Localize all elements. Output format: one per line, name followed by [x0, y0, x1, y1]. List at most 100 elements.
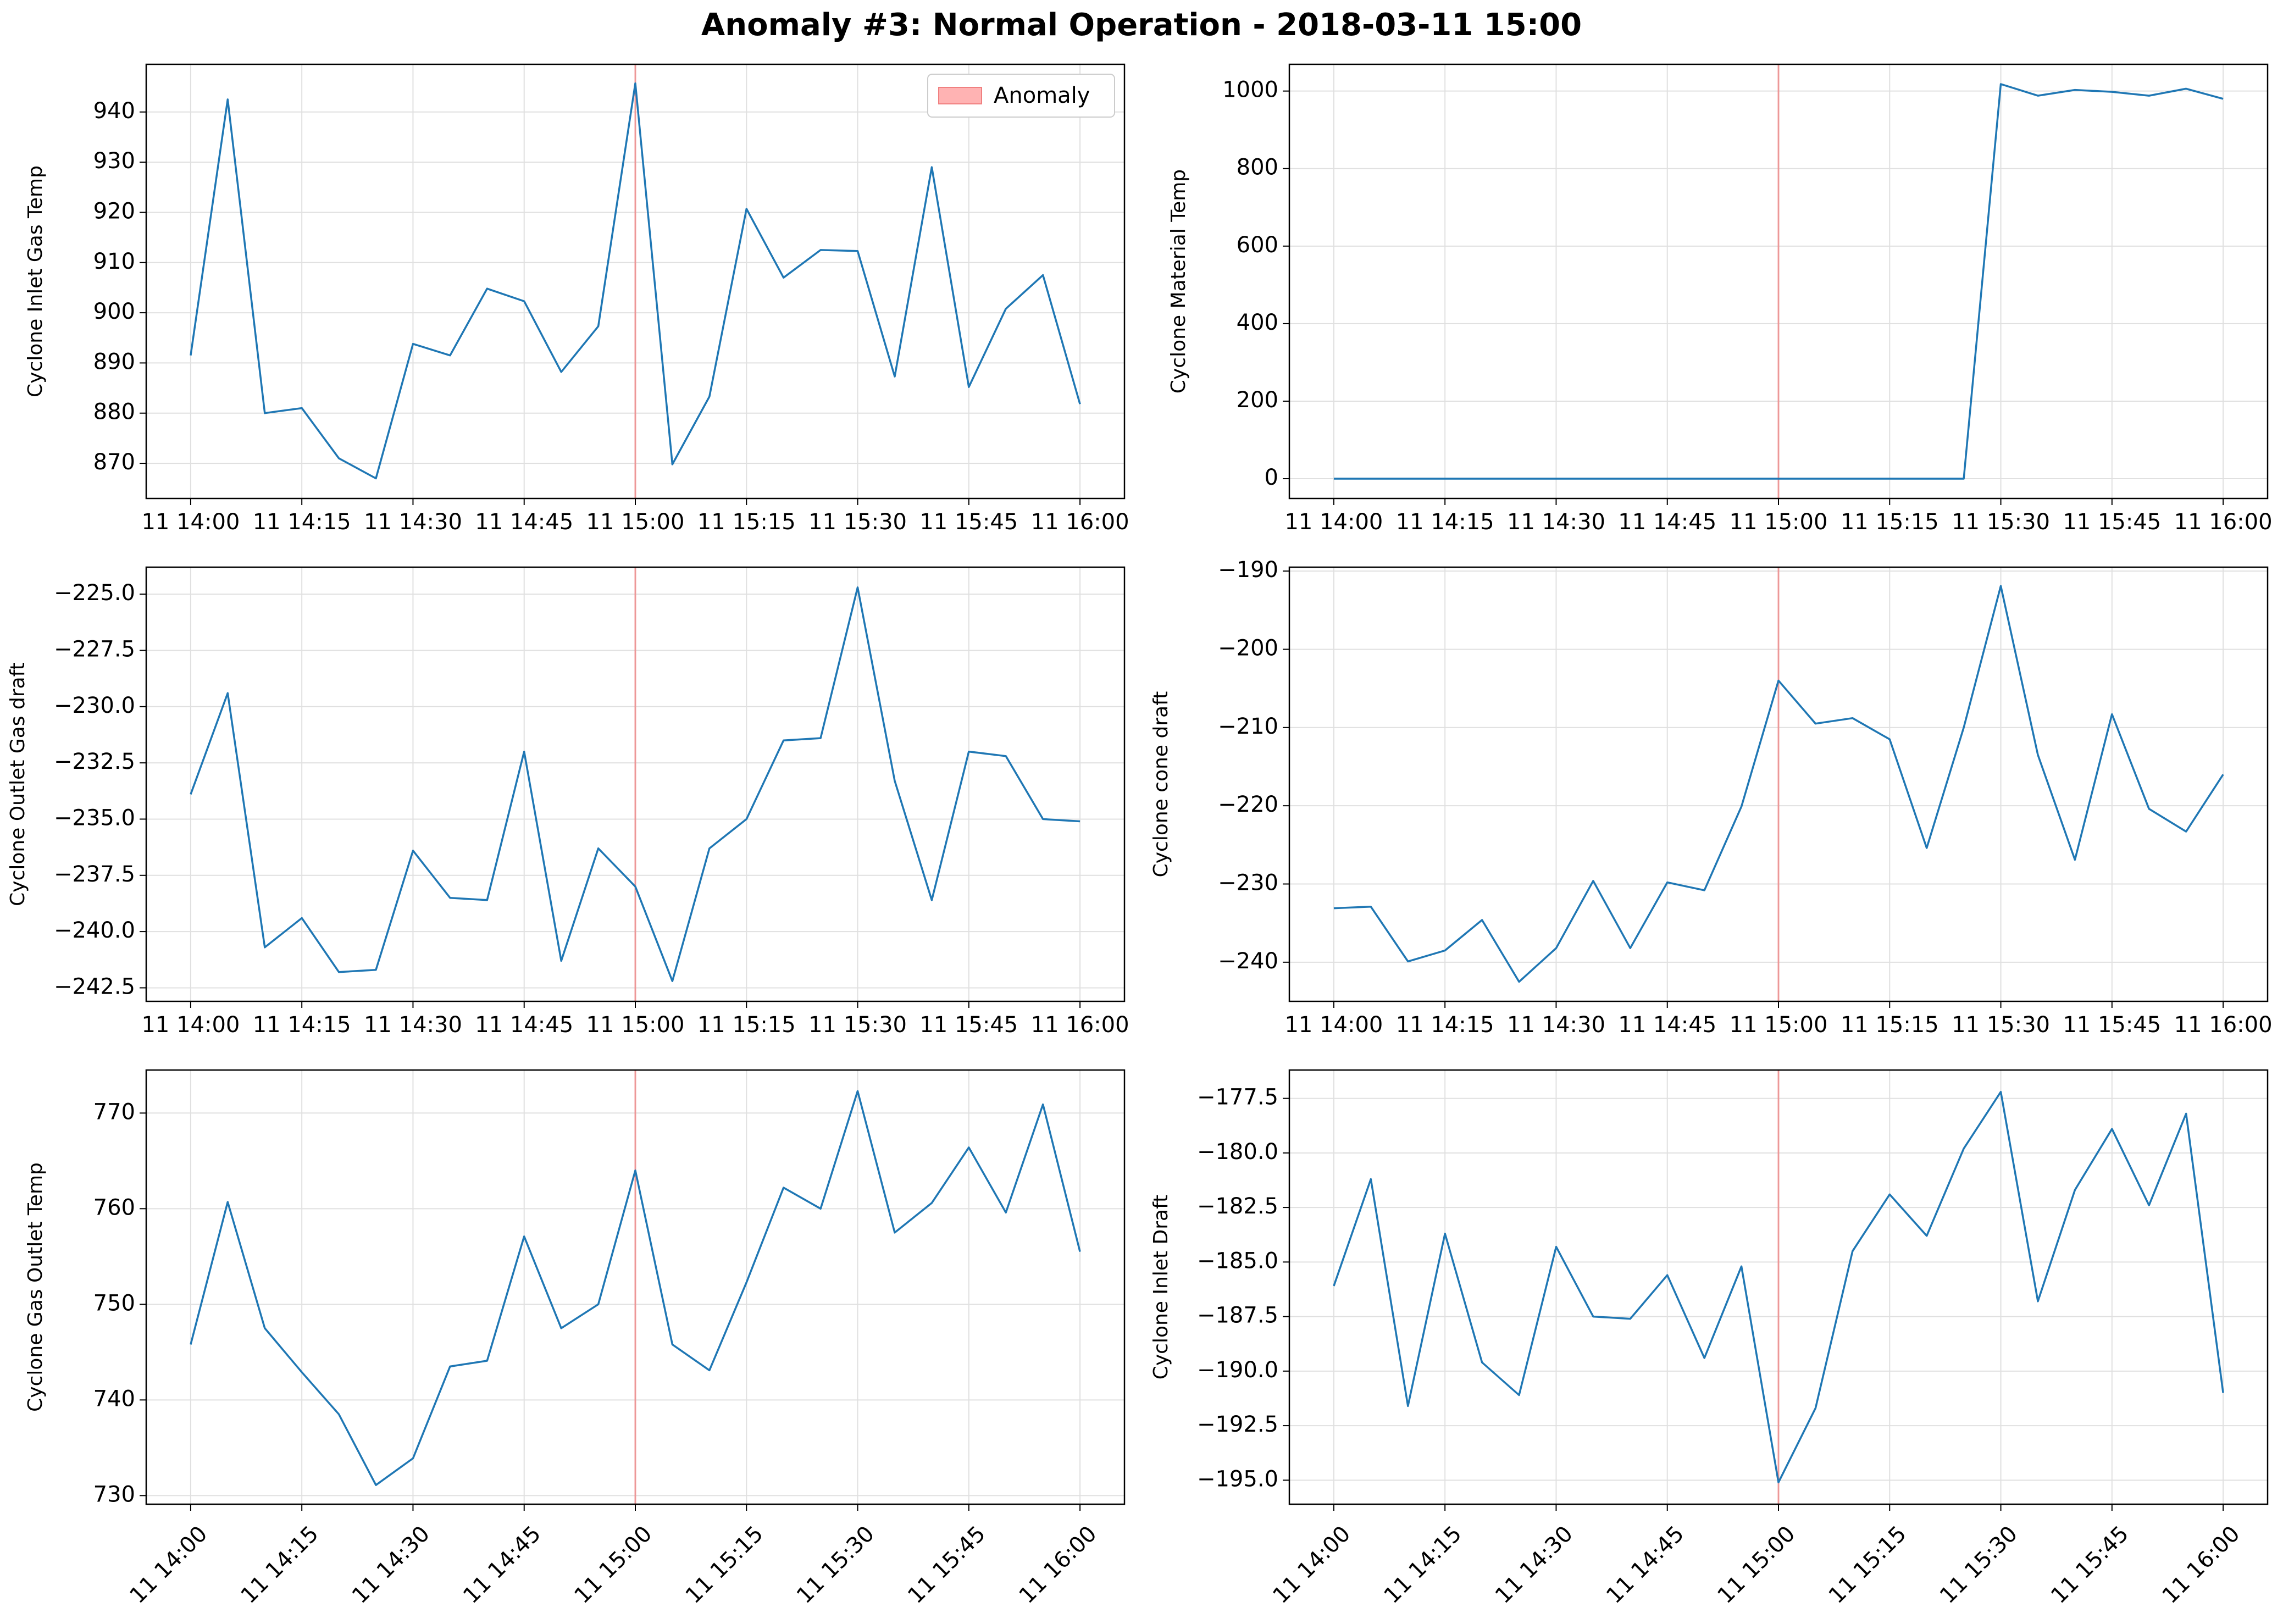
- plot-frame: [1288, 566, 2269, 1002]
- legend-box: [927, 74, 1115, 118]
- y-tick-label: 200: [1237, 387, 1278, 413]
- legend-swatch: [938, 87, 982, 104]
- y-tick-label: 740: [93, 1386, 135, 1411]
- x-tick-label: 11 14:15: [253, 509, 351, 535]
- y-tick-label: 1000: [1222, 77, 1278, 103]
- series-line: [190, 82, 1081, 480]
- chart-panel: 11 14:00 11 14:15 11 14:30 11 14:45 11 15:00…: [24, 63, 1129, 535]
- x-tick-label: 11 15:30: [792, 1521, 879, 1609]
- y-tick-label: −227.5: [54, 636, 135, 662]
- x-tick-label: 11 15:30: [1935, 1521, 2022, 1609]
- x-tick-label: 11 15:45: [2046, 1521, 2134, 1609]
- x-tick-label: 11 14:45: [1618, 1012, 1716, 1038]
- y-axis-label: Cyclone Outlet Gas draft: [7, 662, 29, 906]
- x-tick-label: 11 14:00: [141, 509, 240, 535]
- x-tick-label: 11 14:00: [1284, 509, 1383, 535]
- x-tick-label: 11 16:00: [1031, 509, 1129, 535]
- legend-label: Anomaly: [994, 83, 1090, 108]
- y-tick-label: 750: [93, 1290, 135, 1316]
- x-tick-label: 11 15:30: [1952, 509, 2050, 535]
- x-tick-label: 11 15:15: [681, 1521, 768, 1609]
- x-tick-label: 11 14:15: [1396, 1012, 1494, 1038]
- y-tick-label: −240.0: [54, 918, 135, 943]
- y-tick-label: 770: [93, 1099, 135, 1124]
- x-tick-label: 11 14:45: [1618, 509, 1716, 535]
- y-tick-label: 940: [93, 98, 135, 124]
- chart-panel: 11 14:00 11 14:15 11 14:30 11 14:45 11 15:00…: [1167, 63, 2273, 535]
- x-tick-label: 11 14:30: [1507, 509, 1605, 535]
- figure-title: Anomaly #3: Normal Operation - 2018-03-1…: [701, 7, 1582, 43]
- y-axis-label: Cyclone Inlet Draft: [1150, 1195, 1172, 1380]
- chart-panel: 11 14:00 11 14:15 11 14:30 11 14:45 11 15:00…: [7, 566, 1129, 1038]
- x-tick-label: 11 14:00: [1284, 1012, 1383, 1038]
- plot-frame: [145, 1069, 1126, 1505]
- x-tick-label: 11 14:00: [1268, 1521, 1355, 1609]
- y-tick-label: 400: [1237, 310, 1278, 335]
- series-line: [1333, 83, 2224, 480]
- plot-frame: [145, 63, 1126, 500]
- y-tick-label: −240: [1218, 949, 1278, 974]
- legend: Anomaly: [927, 74, 1115, 118]
- x-tick-label: 11 16:00: [1031, 1012, 1129, 1038]
- y-tick-label: −195.0: [1197, 1466, 1278, 1492]
- y-axis-label: Cyclone cone draft: [1150, 691, 1172, 878]
- y-tick-label: −182.5: [1197, 1194, 1278, 1219]
- y-tick-label: 600: [1237, 232, 1278, 258]
- x-tick-label: 11 14:30: [1507, 1012, 1605, 1038]
- y-tick-label: 890: [93, 349, 135, 374]
- plot-frame: [1288, 1069, 2269, 1505]
- y-tick-label: 910: [93, 249, 135, 274]
- x-tick-label: 11 16:00: [2158, 1521, 2245, 1609]
- y-tick-label: 760: [93, 1195, 135, 1220]
- y-tick-label: −220: [1218, 792, 1278, 817]
- x-tick-label: 11 15:15: [1841, 509, 1939, 535]
- x-tick-label: 11 15:00: [1730, 1012, 1828, 1038]
- chart-panel: 11 14:00 11 14:15 11 14:30 11 14:45 11 15:00…: [24, 1069, 1126, 1609]
- x-tick-label: 11 15:00: [1713, 1521, 1800, 1609]
- series-line: [1333, 1090, 2224, 1484]
- y-tick-label: 930: [93, 148, 135, 174]
- x-tick-label: 11 15:45: [2063, 509, 2161, 535]
- y-tick-label: −225.0: [54, 580, 135, 606]
- y-tick-label: −185.0: [1197, 1248, 1278, 1273]
- x-tick-label: 11 15:45: [2063, 1012, 2161, 1038]
- y-tick-label: −200: [1218, 635, 1278, 661]
- y-tick-label: −235.0: [54, 805, 135, 830]
- y-tick-label: −230.0: [54, 693, 135, 718]
- x-tick-label: 11 15:15: [1824, 1521, 1911, 1609]
- series-line: [190, 586, 1080, 982]
- x-tick-label: 11 15:30: [808, 509, 907, 535]
- y-tick-label: −190: [1218, 557, 1278, 583]
- y-tick-label: −237.5: [54, 862, 135, 887]
- plot-frame: [145, 566, 1126, 1002]
- y-axis-label: Cyclone Inlet Gas Temp: [24, 165, 47, 397]
- y-tick-label: 870: [93, 450, 135, 475]
- x-tick-label: 11 16:00: [2174, 1012, 2273, 1038]
- x-tick-label: 11 14:45: [475, 509, 573, 535]
- x-tick-label: 11 15:15: [697, 1012, 796, 1038]
- y-axis-label: Cyclone Gas Outlet Temp: [24, 1162, 47, 1412]
- x-tick-label: 11 14:00: [141, 1012, 240, 1038]
- x-tick-label: 11 14:15: [1396, 509, 1494, 535]
- y-tick-label: −180.0: [1197, 1139, 1278, 1165]
- chart-panel: 11 14:00 11 14:15 11 14:30 11 14:45 11 15:00…: [1150, 1069, 2269, 1609]
- y-tick-label: −192.5: [1197, 1412, 1278, 1437]
- y-tick-label: 880: [93, 400, 135, 425]
- y-tick-label: 900: [93, 299, 135, 324]
- chart-panel: 11 14:00 11 14:15 11 14:30 11 14:45 11 15:00…: [1150, 557, 2273, 1038]
- y-tick-label: −187.5: [1197, 1303, 1278, 1328]
- y-tick-label: 730: [93, 1482, 135, 1507]
- x-tick-label: 11 15:15: [1841, 1012, 1939, 1038]
- x-tick-label: 11 14:15: [236, 1521, 324, 1609]
- y-tick-label: 800: [1237, 155, 1278, 180]
- x-tick-label: 11 15:45: [919, 509, 1018, 535]
- y-tick-label: −242.5: [54, 974, 135, 999]
- x-tick-label: 11 15:15: [697, 509, 796, 535]
- x-tick-label: 11 16:00: [2174, 509, 2273, 535]
- y-tick-label: −177.5: [1197, 1085, 1278, 1110]
- y-tick-label: −210: [1218, 714, 1278, 739]
- plot-frame: [1288, 63, 2269, 500]
- x-tick-label: 11 15:00: [569, 1521, 657, 1609]
- x-tick-label: 11 14:30: [364, 1012, 462, 1038]
